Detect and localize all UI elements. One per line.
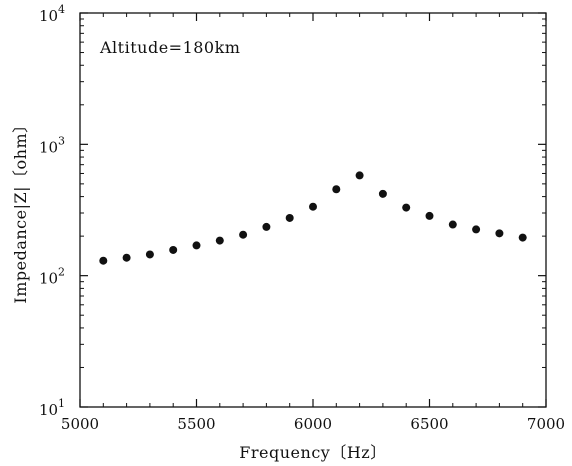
data-point: [518, 233, 527, 242]
data-point: [309, 202, 317, 211]
data-point: [262, 222, 271, 231]
data-point: [239, 230, 248, 239]
axis-ticks: 5000 5500 6000 6500 7000 101 102 103 104: [39, 3, 565, 433]
data-point: [169, 245, 178, 254]
data-point: [378, 189, 387, 198]
y-tick-label: 102: [39, 266, 65, 288]
y-tick-label: 104: [39, 3, 65, 25]
data-point: [472, 225, 481, 234]
y-tick-label: 101: [39, 397, 65, 419]
data-point: [99, 256, 108, 265]
x-tick-label: 6000: [294, 415, 332, 433]
data-point: [215, 236, 224, 245]
data-point: [425, 211, 434, 220]
data-point: [145, 250, 154, 259]
data-point: [285, 213, 294, 222]
data-point: [192, 241, 201, 250]
x-tick-label: 5500: [177, 415, 215, 433]
y-tick-label: 103: [39, 134, 65, 156]
altitude-annotation: Altitude=180km: [99, 38, 240, 57]
x-tick-label: 5000: [61, 415, 99, 433]
data-point: [122, 253, 131, 262]
data-point: [402, 203, 411, 212]
x-axis-label: Frequency〔Hz〕: [239, 443, 386, 462]
y-axis-label: Impedance|Z|〔ohm〕: [11, 116, 30, 303]
data-point: [355, 171, 364, 180]
data-point: [332, 185, 341, 194]
data-point: [495, 229, 504, 238]
data-point: [448, 220, 457, 229]
data-points: [99, 171, 527, 265]
x-tick-label: 6500: [410, 415, 448, 433]
x-tick-label: 7000: [527, 415, 565, 433]
